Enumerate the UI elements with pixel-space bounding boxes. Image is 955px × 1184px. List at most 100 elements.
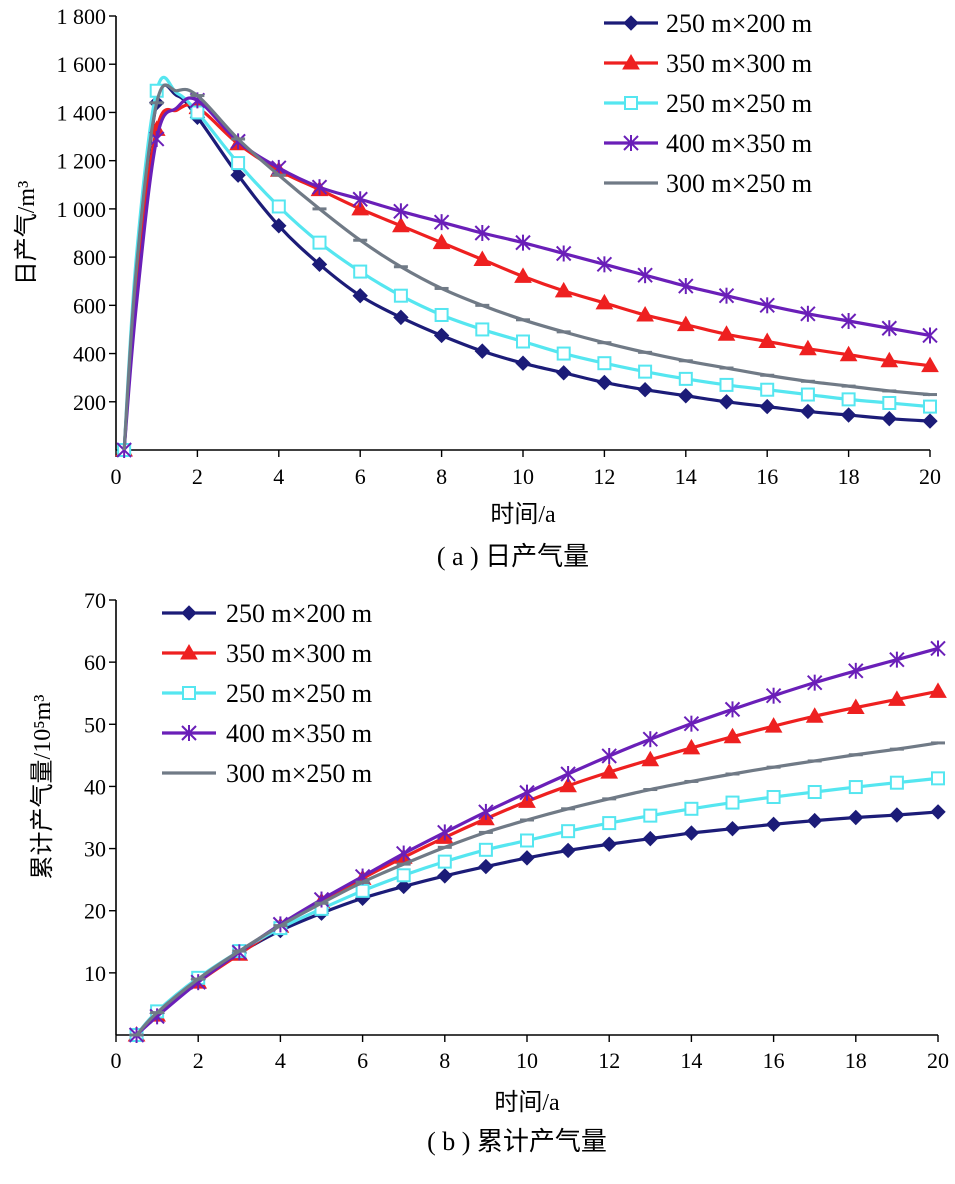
data-point bbox=[846, 698, 865, 715]
legend-marker bbox=[623, 15, 639, 31]
x-tick-label: 0 bbox=[111, 464, 122, 489]
data-point bbox=[393, 288, 408, 303]
x-tick-label: 12 bbox=[598, 1048, 620, 1073]
data-point bbox=[473, 250, 492, 267]
data-point bbox=[759, 398, 775, 415]
legend-label: 350 m×300 m bbox=[226, 639, 372, 668]
data-point bbox=[806, 674, 823, 691]
data-point bbox=[602, 816, 617, 831]
data-point bbox=[682, 738, 701, 755]
legend-label: 250 m×200 m bbox=[666, 9, 812, 38]
data-point bbox=[840, 407, 857, 423]
data-point bbox=[765, 687, 782, 704]
x-tick-label: 14 bbox=[675, 464, 697, 489]
data-point bbox=[929, 682, 947, 698]
x-tick-label: 6 bbox=[355, 464, 366, 489]
data-point bbox=[437, 854, 452, 869]
data-point bbox=[760, 382, 775, 397]
y-tick-label: 1 800 bbox=[57, 4, 107, 29]
legend-marker bbox=[182, 686, 196, 700]
series-2 bbox=[117, 75, 937, 457]
data-point bbox=[474, 225, 491, 241]
data-point bbox=[230, 167, 246, 183]
legend-label: 300 m×250 m bbox=[226, 759, 372, 788]
data-point bbox=[642, 830, 659, 847]
data-point bbox=[807, 785, 822, 800]
legend-item: 250 m×250 m bbox=[162, 679, 372, 708]
data-point bbox=[311, 179, 328, 196]
y-tick-label: 40 bbox=[84, 774, 106, 799]
data-point bbox=[560, 766, 576, 782]
data-point bbox=[759, 297, 775, 314]
legend-label: 400 m×350 m bbox=[226, 719, 372, 748]
legend: 250 m×200 m 350 m×300 m 250 m×250 m 400 m×3… bbox=[604, 9, 812, 198]
data-point bbox=[882, 395, 897, 410]
x-tick-label: 2 bbox=[192, 464, 203, 489]
series-4 bbox=[129, 741, 945, 1037]
y-tick-label: 800 bbox=[73, 245, 106, 270]
legend: 250 m×200 m 350 m×300 m 250 m×250 m 400 m×3… bbox=[162, 599, 372, 788]
data-point bbox=[231, 156, 246, 171]
y-tick-label: 1 200 bbox=[57, 149, 107, 174]
data-point bbox=[724, 701, 741, 718]
chart-caption: ( a ) 日产气量 bbox=[437, 542, 589, 571]
x-tick-label: 4 bbox=[275, 1048, 286, 1073]
x-tick-label: 10 bbox=[516, 1048, 538, 1073]
data-point bbox=[806, 812, 823, 829]
data-point bbox=[642, 731, 659, 748]
data-point bbox=[393, 203, 409, 220]
data-point bbox=[516, 334, 530, 349]
y-tick-label: 1 600 bbox=[57, 52, 107, 77]
data-point bbox=[724, 820, 741, 837]
y-tick-label: 30 bbox=[84, 837, 106, 862]
y-tick-label: 400 bbox=[73, 342, 106, 367]
y-axis-label: 日产气/m³ bbox=[13, 181, 40, 286]
x-tick-label: 18 bbox=[838, 464, 860, 489]
chart-caption: ( b ) 累计产气量 bbox=[427, 1127, 607, 1156]
data-point bbox=[923, 399, 937, 414]
data-point bbox=[437, 824, 453, 841]
data-point bbox=[395, 845, 412, 862]
x-axis-label: 时间/a bbox=[490, 501, 556, 528]
y-tick-label: 70 bbox=[84, 588, 106, 613]
data-point bbox=[725, 795, 740, 810]
data-point bbox=[433, 214, 450, 231]
data-point bbox=[848, 809, 864, 826]
data-point bbox=[636, 305, 654, 322]
data-point bbox=[889, 807, 905, 823]
data-point bbox=[560, 842, 576, 859]
x-tick-label: 16 bbox=[763, 1048, 785, 1073]
data-point bbox=[684, 801, 699, 816]
data-point bbox=[478, 858, 494, 875]
data-point bbox=[881, 410, 898, 427]
legend-marker bbox=[624, 96, 638, 110]
data-point bbox=[839, 345, 858, 362]
x-axis-label: 时间/a bbox=[494, 1089, 560, 1116]
data-point bbox=[597, 356, 612, 371]
data-point bbox=[474, 343, 491, 359]
data-point bbox=[930, 804, 946, 820]
data-point bbox=[678, 278, 694, 295]
data-point bbox=[800, 387, 815, 402]
data-point bbox=[889, 651, 905, 668]
series-line bbox=[135, 810, 939, 1037]
data-point bbox=[637, 267, 653, 284]
data-point bbox=[514, 267, 532, 283]
y-tick-label: 200 bbox=[73, 390, 106, 415]
data-point bbox=[638, 364, 653, 379]
legend-label: 250 m×250 m bbox=[226, 679, 372, 708]
data-point bbox=[432, 233, 451, 250]
legend-marker bbox=[180, 643, 198, 660]
data-point bbox=[637, 382, 653, 398]
y-tick-label: 1 400 bbox=[57, 100, 107, 125]
data-point bbox=[601, 836, 617, 852]
legend-item: 300 m×250 m bbox=[604, 169, 812, 198]
data-point bbox=[395, 878, 412, 895]
data-point bbox=[888, 690, 906, 706]
legend-item: 250 m×200 m bbox=[604, 9, 812, 38]
legend-label: 400 m×350 m bbox=[666, 129, 812, 158]
data-point bbox=[393, 309, 409, 326]
data-point bbox=[271, 218, 287, 234]
series-line bbox=[122, 96, 931, 451]
legend-item: 350 m×300 m bbox=[162, 639, 372, 668]
